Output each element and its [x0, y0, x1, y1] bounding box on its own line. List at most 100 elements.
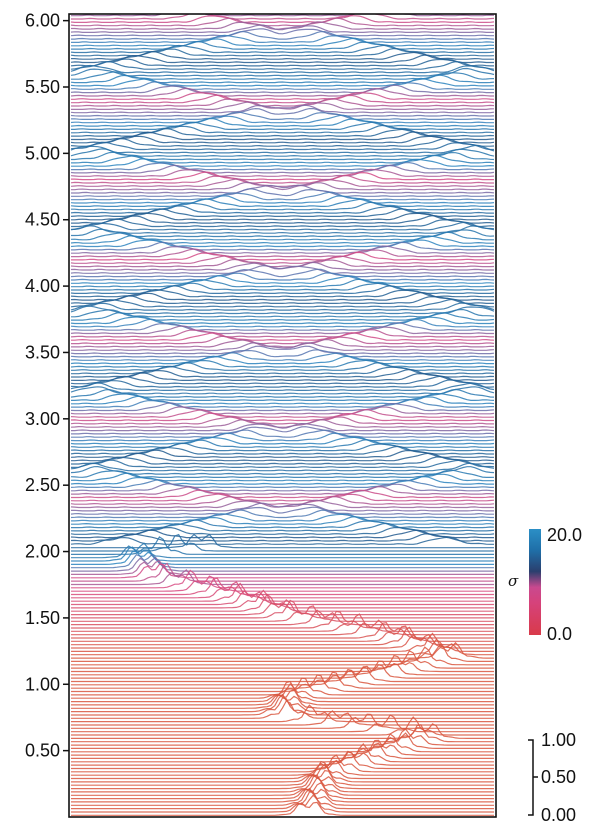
- trace-line: [71, 613, 494, 632]
- trace-line: [71, 34, 495, 43]
- trace-line: [71, 751, 494, 770]
- trace-line: [71, 395, 495, 405]
- trace-line: [70, 235, 494, 244]
- trace-line: [71, 248, 495, 258]
- trace-line: [71, 30, 495, 40]
- trace-line: [71, 733, 494, 753]
- y-tick-label: 1.50: [25, 608, 60, 628]
- colorbar-max-label: 20.0: [547, 525, 582, 545]
- trace-line: [70, 506, 494, 515]
- trace-line: [71, 154, 495, 164]
- trace-line: [70, 406, 495, 415]
- trace-line: [71, 794, 494, 813]
- trace-line: [71, 201, 494, 211]
- trace-line: [70, 359, 494, 368]
- trace-line: [70, 54, 494, 64]
- y-tick-label: 3.50: [25, 342, 60, 362]
- trace-line: [70, 412, 494, 422]
- trace-line: [71, 131, 495, 141]
- trace-line: [70, 144, 495, 154]
- trace-line: [70, 352, 494, 361]
- trace-line: [70, 195, 495, 204]
- trace-line: [71, 50, 494, 60]
- trace-line: [70, 436, 495, 445]
- trace-line: [70, 462, 495, 472]
- trace-line: [70, 15, 495, 24]
- trace-line: [70, 496, 495, 505]
- trace-line: [70, 529, 494, 539]
- trace-line: [71, 710, 494, 726]
- trace-line: [71, 582, 494, 602]
- trace-line: [70, 164, 495, 174]
- trace-line: [70, 231, 494, 241]
- trace-line: [70, 44, 495, 54]
- trace-line: [71, 643, 494, 662]
- trace-line: [70, 61, 495, 70]
- trace-line: [71, 609, 494, 626]
- trace-line: [70, 168, 495, 177]
- trace-line: [71, 724, 494, 743]
- amplitude-label-top: 1.00: [541, 730, 576, 750]
- colorbar-sigma-label: σ: [508, 572, 519, 590]
- trace-line: [71, 714, 494, 733]
- trace-line: [70, 258, 495, 268]
- trace-line: [70, 379, 495, 388]
- trace-line: [71, 619, 494, 636]
- trace-line: [71, 94, 495, 104]
- trace-line: [71, 489, 495, 499]
- trace-line: [71, 677, 494, 696]
- trace-line: [71, 649, 494, 669]
- trace-line: [71, 704, 494, 723]
- trace-line: [70, 536, 494, 545]
- trace-line: [71, 536, 494, 555]
- trace-line: [70, 104, 495, 114]
- trace-line: [70, 349, 494, 358]
- trace-line: [70, 345, 495, 355]
- trace-line: [71, 791, 494, 810]
- trace-line: [71, 577, 494, 596]
- trace-line: [70, 221, 495, 231]
- trace-line: [71, 228, 495, 238]
- trace-line: [71, 550, 494, 565]
- trace-line: [71, 560, 494, 575]
- trace-line: [71, 429, 495, 438]
- trace-line: [71, 589, 494, 609]
- trace-line: [70, 416, 494, 425]
- trace-line: [71, 516, 495, 525]
- trace-line: [71, 680, 494, 699]
- trace-line: [71, 788, 494, 803]
- trace-line: [71, 332, 495, 341]
- trace-line: [70, 24, 494, 33]
- trace-line: [70, 111, 494, 120]
- trace-line: [70, 198, 495, 207]
- trace-line: [71, 633, 494, 649]
- trace-line: [70, 318, 494, 328]
- trace-line: [70, 239, 494, 248]
- trace-line: [71, 214, 495, 224]
- amplitude-label-mid: 0.50: [541, 767, 576, 787]
- trace-line: [71, 646, 494, 666]
- trace-line: [71, 97, 495, 107]
- trace-line: [71, 533, 494, 549]
- trace-line: [71, 513, 495, 522]
- trace-line: [71, 398, 494, 408]
- trace-line: [71, 14, 495, 20]
- trace-line: [70, 107, 495, 117]
- trace-line: [71, 278, 495, 288]
- trace-line: [70, 316, 495, 325]
- amplitude-label-bottom: 0.00: [541, 805, 576, 825]
- trace-line: [71, 754, 494, 773]
- trace-line: [71, 654, 494, 673]
- trace-line: [71, 21, 494, 30]
- trace-line: [71, 124, 495, 134]
- trace-line: [71, 671, 494, 689]
- trace-line: [71, 693, 494, 709]
- trace-line: [71, 171, 494, 181]
- trace-line: [71, 542, 494, 559]
- trace-line: [71, 14, 495, 17]
- trace-line: [70, 141, 494, 151]
- colorbar-min-label: 0.0: [547, 624, 572, 644]
- trace-line: [71, 610, 494, 629]
- trace-line: [70, 84, 494, 94]
